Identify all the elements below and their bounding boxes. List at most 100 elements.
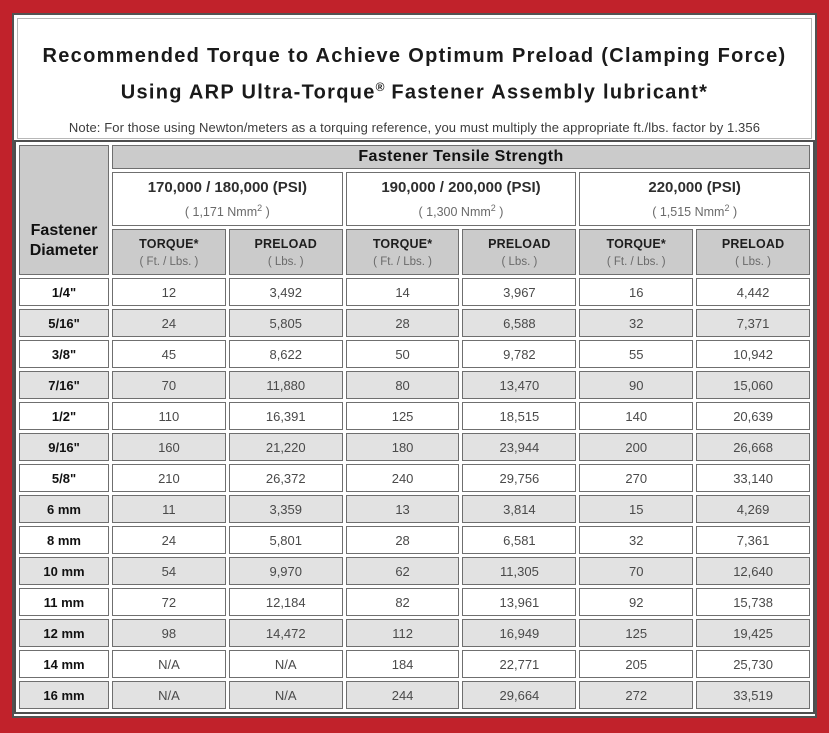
value-cell: 125 bbox=[579, 619, 694, 647]
value-cell: 19,425 bbox=[696, 619, 810, 647]
value-cell: 20,639 bbox=[696, 402, 810, 430]
value-cell: 26,668 bbox=[696, 433, 810, 461]
value-cell: 28 bbox=[345, 526, 460, 554]
nmm-sup: 2 bbox=[724, 202, 730, 213]
value-cell: 205 bbox=[579, 650, 694, 678]
diameter-cell: 5/8" bbox=[19, 464, 109, 492]
value-cell: 14,472 bbox=[228, 619, 343, 647]
value-cell: 90 bbox=[579, 371, 694, 399]
diameter-cell: 1/2" bbox=[19, 402, 109, 430]
value-cell: 110 bbox=[112, 402, 226, 430]
diameter-cell: 5/16" bbox=[19, 309, 109, 337]
value-cell: 92 bbox=[579, 588, 694, 616]
value-cell: 6,581 bbox=[462, 526, 577, 554]
psi-label: 170,000 / 180,000 (PSI) bbox=[147, 178, 307, 196]
diameter-cell: 10 mm bbox=[19, 557, 109, 585]
value-cell: 4,269 bbox=[696, 495, 810, 523]
table-row: 5/16" 24 5,805 28 6,588 32 7,371 bbox=[19, 309, 810, 337]
value-cell: 7,361 bbox=[696, 526, 810, 554]
diameter-cell: 12 mm bbox=[19, 619, 109, 647]
value-cell: 125 bbox=[345, 402, 460, 430]
value-cell: 21,220 bbox=[228, 433, 343, 461]
value-cell: N/A bbox=[228, 681, 343, 709]
value-cell: 82 bbox=[345, 588, 460, 616]
value-cell: 10,942 bbox=[696, 340, 810, 368]
title-line-1: Recommended Torque to Achieve Optimum Pr… bbox=[42, 45, 787, 67]
title-line-2: Using ARP Ultra-Torque® Fastener Assembl… bbox=[18, 72, 811, 109]
value-cell: 7,371 bbox=[696, 309, 810, 337]
value-cell: 244 bbox=[345, 681, 460, 709]
value-cell: 4,442 bbox=[696, 278, 810, 306]
nmm-label: ( 1,171 Nmm2 ) bbox=[113, 203, 342, 219]
nmm-text: ( 1,515 Nmm bbox=[652, 205, 725, 220]
corner-line-2: Diameter bbox=[29, 242, 99, 259]
title-line-2-tail: Fastener Assembly lubricant* bbox=[384, 81, 709, 104]
diameter-cell: 11 mm bbox=[19, 588, 109, 616]
torque-column-header-2: TORQUE* ( Ft. / Lbs. ) bbox=[345, 229, 460, 275]
diameter-cell: 16 mm bbox=[19, 681, 109, 709]
preload-label: PRELOAD bbox=[721, 236, 785, 251]
table-row: 5/8" 210 26,372 240 29,756 270 33,140 bbox=[19, 464, 810, 492]
value-cell: 33,519 bbox=[696, 681, 810, 709]
value-cell: 72 bbox=[112, 588, 226, 616]
fastener-diameter-header: Fastener Diameter bbox=[19, 145, 109, 275]
diameter-cell: 6 mm bbox=[19, 495, 109, 523]
value-cell: 5,805 bbox=[228, 309, 343, 337]
value-cell: 32 bbox=[579, 309, 694, 337]
value-cell: 180 bbox=[345, 433, 460, 461]
nmm-close: ) bbox=[262, 205, 270, 220]
table-row: 8 mm 24 5,801 28 6,581 32 7,361 bbox=[19, 526, 810, 554]
table-row: 3/8" 45 8,622 50 9,782 55 10,942 bbox=[19, 340, 810, 368]
preload-unit: ( Lbs. ) bbox=[735, 255, 771, 268]
value-cell: 50 bbox=[345, 340, 460, 368]
value-cell: N/A bbox=[112, 681, 226, 709]
table-row: 10 mm 54 9,970 62 11,305 70 12,640 bbox=[19, 557, 810, 585]
value-cell: 240 bbox=[345, 464, 460, 492]
value-cell: 13,961 bbox=[462, 588, 577, 616]
preload-unit: ( Lbs. ) bbox=[501, 255, 538, 268]
torque-label: TORQUE* bbox=[372, 236, 433, 251]
torque-label: TORQUE* bbox=[606, 236, 666, 251]
value-cell: 112 bbox=[345, 619, 460, 647]
value-cell: 16,949 bbox=[462, 619, 577, 647]
value-cell: 18,515 bbox=[462, 402, 577, 430]
value-cell: 70 bbox=[112, 371, 226, 399]
value-cell: 12,184 bbox=[228, 588, 343, 616]
diameter-cell: 14 mm bbox=[19, 650, 109, 678]
value-cell: 98 bbox=[112, 619, 226, 647]
value-cell: 33,140 bbox=[696, 464, 810, 492]
psi-label: 220,000 (PSI) bbox=[648, 178, 741, 196]
value-cell: 29,664 bbox=[462, 681, 577, 709]
value-cell: 28 bbox=[345, 309, 460, 337]
value-cell: 25,730 bbox=[696, 650, 810, 678]
preload-column-header-3: PRELOAD ( Lbs. ) bbox=[696, 229, 810, 275]
preload-column-header-1: PRELOAD ( Lbs. ) bbox=[228, 229, 343, 275]
torque-unit: ( Ft. / Lbs. ) bbox=[139, 255, 199, 268]
corner-line-1: Fastener bbox=[30, 222, 98, 239]
nmm-label: ( 1,300 Nmm2 ) bbox=[347, 203, 576, 219]
value-cell: 13,470 bbox=[462, 371, 577, 399]
diameter-cell: 8 mm bbox=[19, 526, 109, 554]
value-cell: 210 bbox=[112, 464, 226, 492]
nmm-close: ) bbox=[495, 205, 504, 220]
value-cell: 26,372 bbox=[228, 464, 343, 492]
value-cell: 55 bbox=[579, 340, 694, 368]
value-cell: 32 bbox=[579, 526, 694, 554]
torque-label: TORQUE* bbox=[139, 236, 199, 251]
value-cell: 80 bbox=[345, 371, 460, 399]
table-row: 9/16" 160 21,220 180 23,944 200 26,668 bbox=[19, 433, 810, 461]
table-row: 12 mm 98 14,472 112 16,949 125 19,425 bbox=[19, 619, 810, 647]
title-box: Recommended Torque to Achieve Optimum Pr… bbox=[17, 18, 812, 139]
preload-label: PRELOAD bbox=[254, 236, 317, 251]
psi-group-190-200: 190,000 / 200,000 (PSI) ( 1,300 Nmm2 ) bbox=[345, 172, 577, 226]
nmm-text: ( 1,300 Nmm bbox=[418, 205, 491, 220]
title-line-2-text: Using ARP Ultra-Torque bbox=[120, 81, 376, 104]
newton-meter-note: Note: For those using Newton/meters as a… bbox=[68, 119, 761, 135]
nmm-text: ( 1,171 Nmm bbox=[184, 205, 258, 220]
value-cell: 200 bbox=[579, 433, 694, 461]
value-cell: 9,782 bbox=[462, 340, 577, 368]
value-cell: 13 bbox=[345, 495, 460, 523]
value-cell: 8,622 bbox=[228, 340, 343, 368]
content-box: Recommended Torque to Achieve Optimum Pr… bbox=[12, 13, 817, 718]
